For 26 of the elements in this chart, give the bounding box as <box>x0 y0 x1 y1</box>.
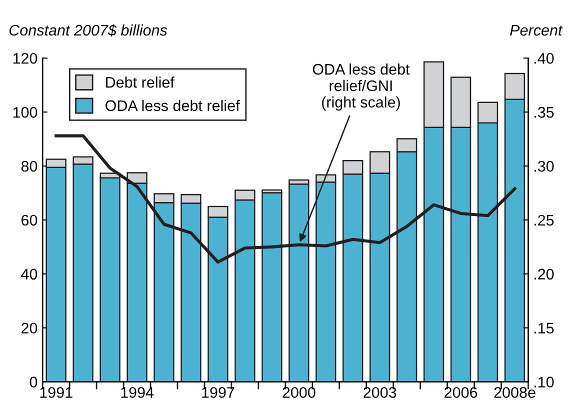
x-tick-label: 2006 <box>444 387 478 398</box>
y-tick-label: 60 <box>22 214 38 226</box>
y2-axis-title: Percent <box>510 24 563 36</box>
y-tick-label: 40 <box>21 268 38 280</box>
y2-tick-label: .20 <box>534 268 554 280</box>
y-tick-label: 100 <box>13 106 38 118</box>
y2-tick-label: .30 <box>534 160 554 172</box>
x-tick-label: 2003 <box>364 387 396 398</box>
y-axis-title: Constant 2007$ billions <box>9 24 168 37</box>
y-tick-label: 0 <box>30 376 38 388</box>
legend-label: ODA less debt relief <box>106 100 240 112</box>
y2-tick-label: .25 <box>534 214 554 226</box>
y-tick-label: 120 <box>13 52 38 64</box>
y-tick-label: 80 <box>21 160 38 172</box>
y2-tick-label: .35 <box>534 106 554 118</box>
y-tick-label: 20 <box>22 322 38 334</box>
x-tick-label: 1994 <box>121 387 154 398</box>
y2-tick-label: .15 <box>534 322 554 334</box>
legend-label: Debt relief <box>106 76 174 88</box>
annotation: ODA less debt relief/GNI (right scale) <box>312 63 410 111</box>
x-tick-label: 2000 <box>282 387 316 398</box>
y2-tick-label: .40 <box>534 52 554 64</box>
y2-tick-label: .10 <box>534 376 554 388</box>
x-tick-label: 1991 <box>40 387 72 398</box>
x-tick-label: 2008e <box>494 387 536 398</box>
x-tick-label: 1997 <box>202 387 234 398</box>
